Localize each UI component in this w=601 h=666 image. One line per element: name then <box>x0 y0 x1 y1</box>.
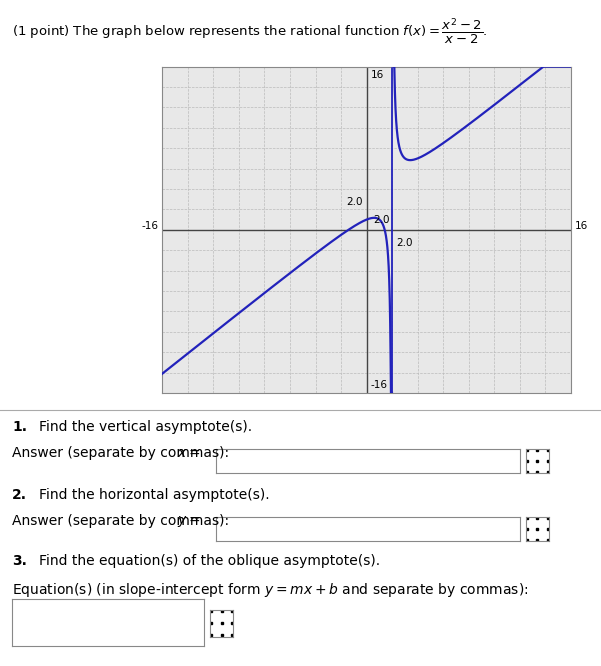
Text: 1.: 1. <box>12 420 27 434</box>
Text: $x =$: $x =$ <box>177 446 201 460</box>
Text: 3.: 3. <box>12 554 27 568</box>
Text: Find the horizontal asymptote(s).: Find the horizontal asymptote(s). <box>39 488 270 501</box>
Text: Answer (separate by commas):: Answer (separate by commas): <box>12 446 234 460</box>
Text: 16: 16 <box>575 220 588 230</box>
Text: 2.0: 2.0 <box>396 238 412 248</box>
Text: 2.0: 2.0 <box>346 197 363 207</box>
Text: 16: 16 <box>370 70 383 80</box>
Text: -16: -16 <box>370 380 388 390</box>
Text: Answer (separate by commas):: Answer (separate by commas): <box>12 514 234 528</box>
Text: (1 point) The graph below represents the rational function $f(x) = \dfrac{x^2 - : (1 point) The graph below represents the… <box>12 17 488 47</box>
Text: -16: -16 <box>141 220 159 230</box>
Text: 2.: 2. <box>12 488 27 501</box>
Text: Find the equation(s) of the oblique asymptote(s).: Find the equation(s) of the oblique asym… <box>39 554 380 568</box>
Text: $y =$: $y =$ <box>177 514 201 529</box>
Text: 2.0: 2.0 <box>373 214 389 224</box>
Text: Equation(s) (in slope-intercept form $y = mx + b$ and separate by commas):: Equation(s) (in slope-intercept form $y … <box>12 581 529 599</box>
Text: Find the vertical asymptote(s).: Find the vertical asymptote(s). <box>39 420 252 434</box>
